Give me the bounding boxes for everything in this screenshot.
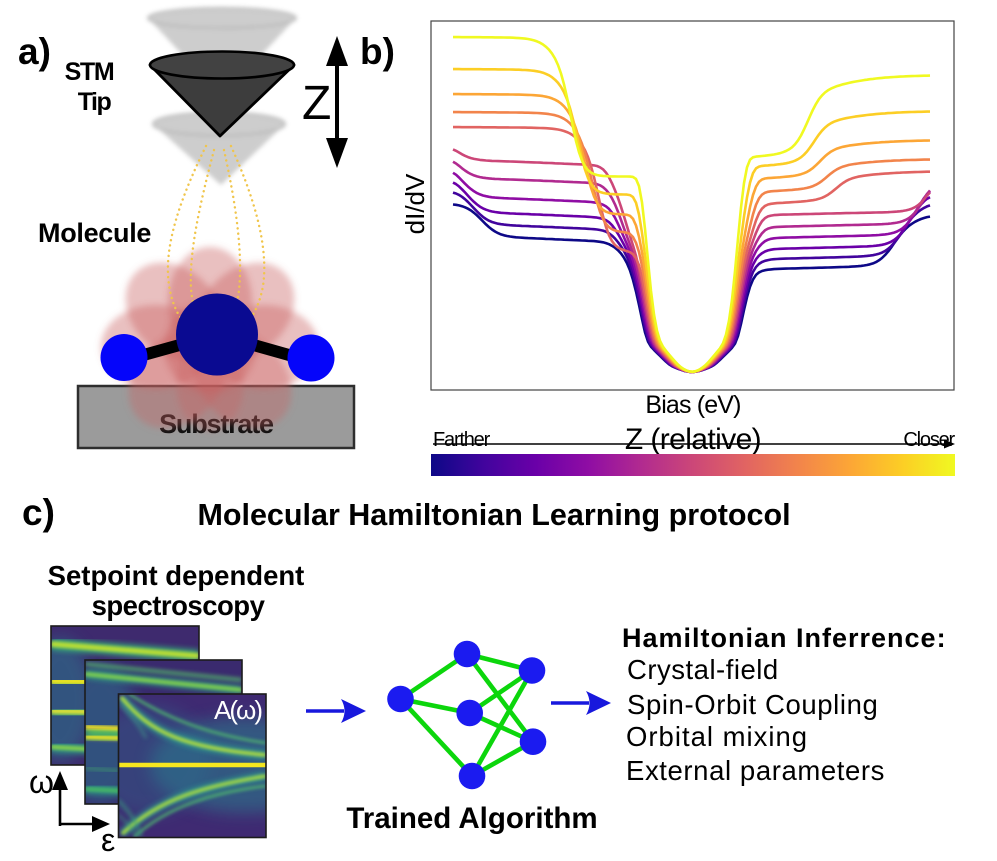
svg-text:c): c) — [22, 492, 55, 533]
svg-text:Spin-Orbit Coupling: Spin-Orbit Coupling — [627, 689, 878, 720]
svg-text:Setpoint dependent: Setpoint dependent — [48, 560, 305, 591]
svg-text:STM: STM — [65, 58, 114, 86]
svg-text:Farther: Farther — [433, 429, 491, 451]
svg-text:A(ω): A(ω) — [214, 695, 262, 725]
svg-text:External parameters: External parameters — [626, 755, 885, 786]
svg-text:Hamiltonian Inferrence:: Hamiltonian Inferrence: — [622, 623, 947, 653]
svg-text:Z (relative): Z (relative) — [625, 423, 761, 456]
svg-text:Molecular Hamiltonian Learning: Molecular Hamiltonian Learning protocol — [197, 498, 790, 532]
svg-text:ω: ω — [29, 764, 54, 800]
svg-text:b): b) — [360, 31, 395, 72]
svg-text:dI/dV: dI/dV — [400, 173, 430, 234]
svg-text:spectroscopy: spectroscopy — [92, 590, 266, 621]
svg-text:ε: ε — [101, 822, 115, 856]
svg-text:Closer: Closer — [903, 429, 955, 451]
svg-text:Trained Algorithm: Trained Algorithm — [346, 802, 597, 835]
svg-text:Crystal-field: Crystal-field — [627, 654, 779, 685]
svg-text:a): a) — [18, 31, 51, 72]
svg-text:Tip: Tip — [78, 88, 112, 116]
svg-text:Bias (eV): Bias (eV) — [645, 391, 740, 419]
svg-text:Molecule: Molecule — [38, 218, 151, 248]
svg-text:Z: Z — [302, 77, 331, 130]
svg-text:Orbital mixing: Orbital mixing — [626, 721, 808, 752]
